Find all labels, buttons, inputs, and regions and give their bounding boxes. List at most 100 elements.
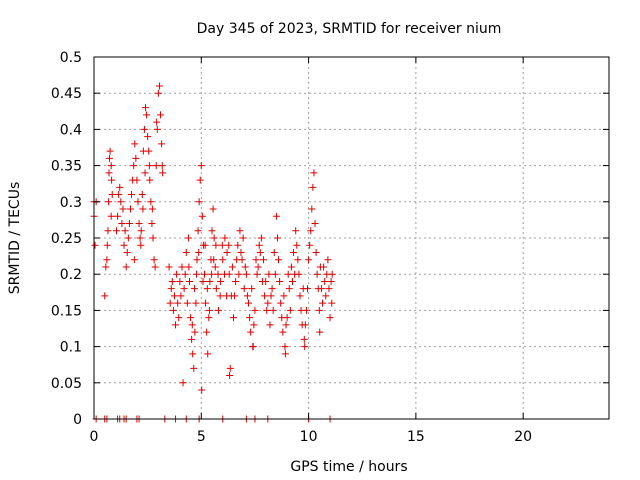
data-point (307, 227, 315, 235)
data-point (123, 248, 131, 256)
data-point (159, 169, 167, 177)
data-point (290, 248, 298, 256)
data-point (121, 227, 129, 235)
data-point (201, 270, 209, 278)
data-point (324, 256, 332, 264)
data-point (232, 277, 240, 285)
data-point (137, 241, 145, 249)
data-point (221, 234, 229, 242)
data-point (305, 256, 313, 264)
data-point (158, 140, 166, 148)
data-point (272, 212, 280, 220)
data-point (128, 191, 136, 199)
data-point (185, 277, 193, 285)
y-tick-label: 0.35 (51, 159, 82, 175)
data-point (315, 306, 323, 314)
data-point (132, 154, 140, 162)
data-point (188, 335, 196, 343)
data-point (130, 162, 138, 170)
x-tick-label: 20 (514, 429, 532, 445)
data-point (214, 306, 222, 314)
data-point (326, 314, 334, 322)
y-tick-label: 0.1 (60, 340, 82, 356)
data-point (233, 256, 241, 264)
data-point (228, 263, 236, 271)
data-point (304, 285, 312, 293)
data-point (155, 82, 163, 90)
data-point (220, 270, 228, 278)
data-point (301, 321, 309, 329)
data-point (134, 198, 142, 206)
data-point (294, 256, 302, 264)
data-point (256, 248, 264, 256)
y-tick-label: 0.05 (51, 376, 82, 392)
data-point (216, 292, 224, 300)
data-point (147, 198, 155, 206)
data-point (175, 314, 183, 322)
data-point (116, 183, 124, 191)
x-tick-label: 0 (90, 429, 99, 445)
x-tick-label: 15 (407, 429, 425, 445)
data-point (153, 125, 161, 133)
data-point (179, 379, 187, 387)
chart-title: Day 345 of 2023, SRMTID for receiver niu… (197, 21, 502, 37)
data-point (193, 270, 201, 278)
data-point (242, 270, 250, 278)
data-point (197, 162, 205, 170)
data-point (281, 350, 289, 358)
data-point (254, 263, 262, 271)
data-point (118, 220, 126, 228)
data-point (195, 198, 203, 206)
data-point (225, 241, 233, 249)
data-point (261, 292, 269, 300)
data-point (321, 277, 329, 285)
data-point (135, 220, 143, 228)
y-tick-label: 0 (73, 412, 82, 428)
data-point (114, 212, 122, 220)
data-point (144, 133, 152, 141)
data-point (206, 277, 214, 285)
plot-frame (93, 56, 610, 420)
data-point (211, 263, 219, 271)
data-point (278, 314, 286, 322)
data-point (214, 270, 222, 278)
data-point (125, 220, 133, 228)
data-point (178, 263, 186, 271)
data-point (231, 292, 239, 300)
data-point (311, 220, 319, 228)
data-point (268, 285, 276, 293)
data-point (276, 277, 284, 285)
data-point (223, 292, 231, 300)
data-point (279, 328, 287, 336)
grid-lines (94, 57, 609, 419)
data-point (263, 306, 271, 314)
data-point (131, 140, 139, 148)
data-point (145, 162, 153, 170)
data-point (223, 248, 231, 256)
data-point (257, 234, 265, 242)
data-point (314, 285, 322, 293)
x-tick-labels: 0 5 10 15 20 (90, 429, 533, 445)
data-point (208, 227, 216, 235)
data-point (107, 162, 115, 170)
data-point (196, 176, 204, 184)
y-tick-label: 0.25 (51, 231, 82, 247)
data-point (234, 241, 242, 249)
data-point (108, 191, 116, 199)
data-point (157, 111, 165, 119)
data-point (191, 328, 199, 336)
data-point (288, 277, 296, 285)
data-point (101, 292, 109, 300)
data-point (237, 248, 245, 256)
data-point (316, 328, 324, 336)
data-point (212, 285, 220, 293)
data-point (141, 169, 149, 177)
data-point (319, 299, 327, 307)
data-point (204, 350, 212, 358)
data-point (153, 118, 161, 126)
data-point (170, 292, 178, 300)
data-points (90, 82, 336, 423)
data-point (255, 241, 263, 249)
data-point (187, 314, 195, 322)
data-point (226, 372, 234, 380)
